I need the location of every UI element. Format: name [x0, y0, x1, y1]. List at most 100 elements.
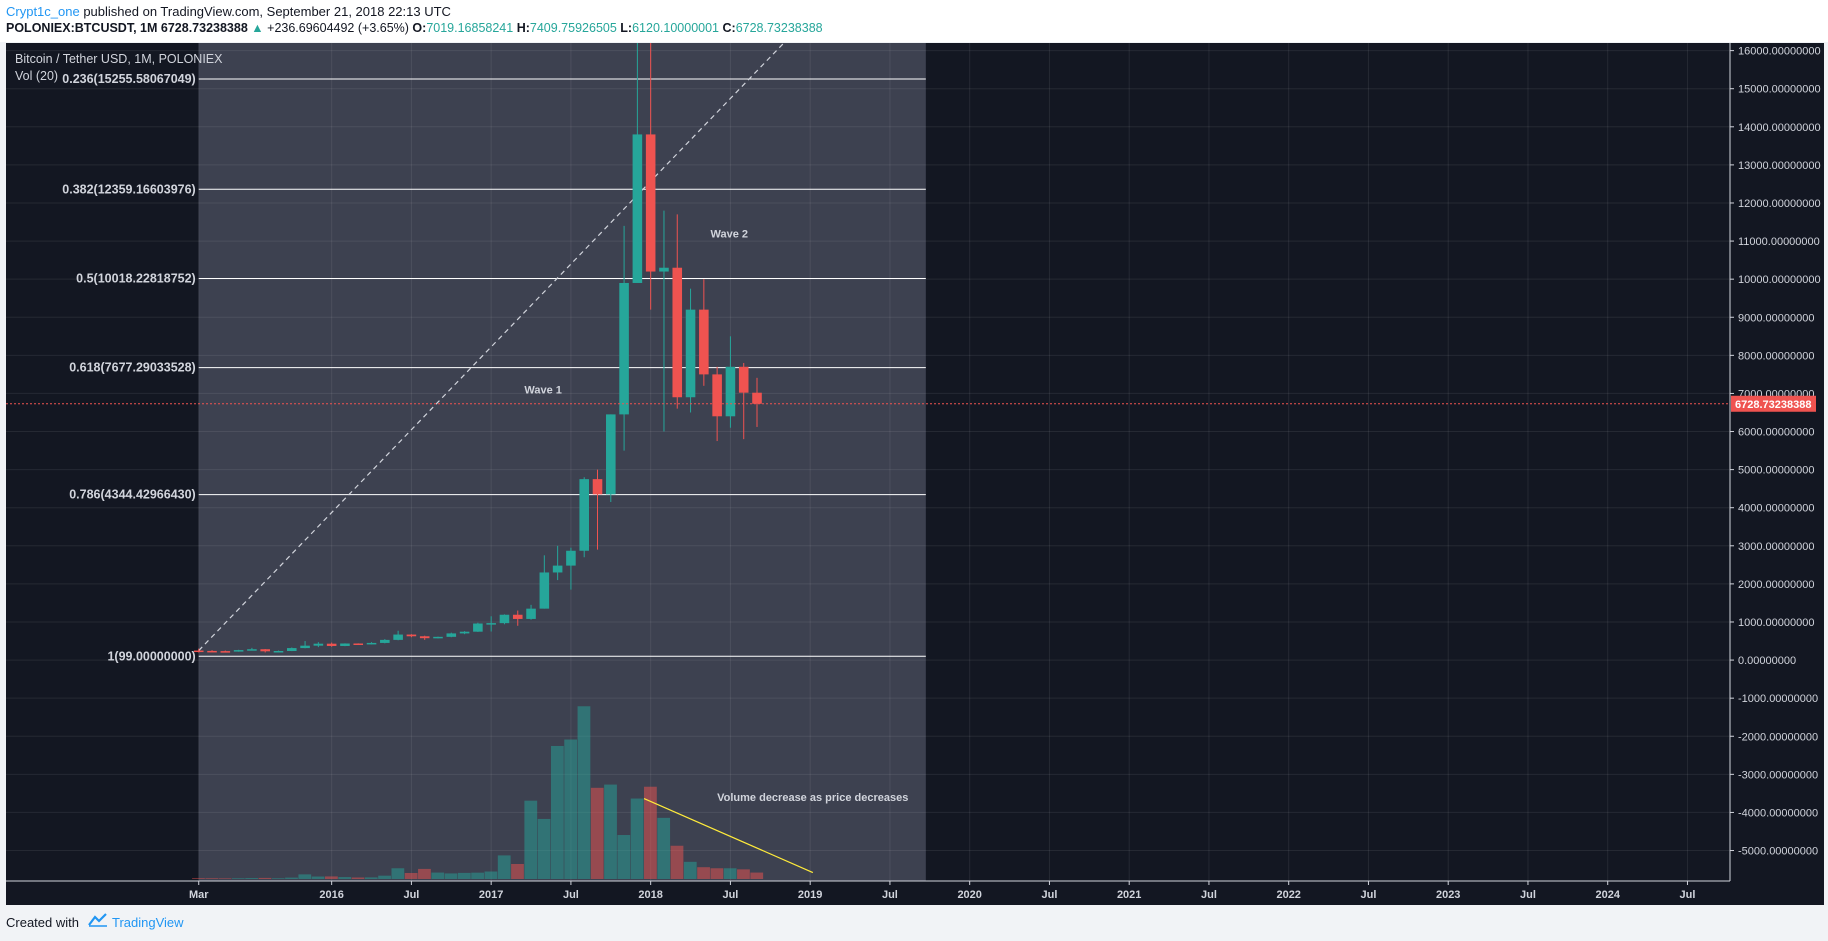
candle-body — [632, 134, 643, 283]
chart-annotation: Wave 2 — [710, 228, 748, 240]
candle-body — [459, 631, 470, 634]
volume-bar — [378, 875, 391, 879]
y-tick-label: -4000.00000000 — [1738, 807, 1818, 819]
fib-level-label: 1(99.00000000) — [107, 649, 195, 663]
volume-bar — [630, 798, 644, 879]
candle-body — [579, 479, 589, 551]
change-value: +236.69604492 (+3.65%) — [267, 21, 409, 35]
candle-body — [725, 366, 736, 417]
volume-bar — [750, 872, 764, 879]
candle-body — [499, 614, 510, 624]
candle-body — [712, 374, 722, 417]
fib-level-label: 0.618(7677.29033528) — [69, 361, 196, 375]
volume-bar — [471, 872, 484, 879]
x-axis-panel — [6, 882, 1730, 905]
author-link[interactable]: Crypt1c_one — [6, 4, 80, 19]
volume-bar — [404, 872, 418, 879]
y-tick-label: 12000.00000000 — [1738, 198, 1821, 210]
fib-range-shade — [198, 43, 926, 881]
y-tick-label: 8000.00000000 — [1738, 350, 1814, 362]
candle-body — [473, 623, 483, 632]
candle-body — [433, 636, 443, 639]
high-value: 7409.75926505 — [529, 21, 617, 35]
low-label: L: — [620, 21, 633, 35]
legend-volume: Vol (20) — [15, 69, 59, 83]
x-tick-label: Jul — [1520, 889, 1536, 901]
close-value: 6728.73238388 — [735, 21, 823, 35]
candle-body — [752, 392, 762, 404]
volume-bar — [497, 855, 511, 879]
volume-bar — [644, 786, 657, 879]
volume-bar — [697, 867, 710, 879]
y-tick-label: 15000.00000000 — [1738, 84, 1821, 96]
symbol-line: POLONIEX:BTCUSDT, 1M 6728.73238388 ▲ +23… — [6, 21, 823, 35]
candlestick-chart[interactable]: 0.236(15255.58067049) 0.382(12359.1660397… — [6, 43, 1824, 905]
close-label: C: — [722, 21, 736, 35]
open-value: 7019.16858241 — [426, 21, 514, 35]
candle-body — [393, 634, 403, 640]
y-axis-panel — [1731, 43, 1824, 905]
volume-bar — [285, 877, 298, 879]
volume-bar — [683, 861, 697, 879]
fib-level-label: 0.382(12359.16603976) — [62, 182, 195, 196]
volume-bar — [590, 787, 604, 879]
y-tick-label: 14000.00000000 — [1738, 122, 1821, 134]
candle-body — [247, 649, 257, 651]
y-tick-label: -5000.00000000 — [1738, 846, 1818, 858]
candle-body — [566, 550, 576, 566]
volume-bar — [484, 871, 498, 879]
x-tick-label: Jul — [882, 889, 898, 901]
x-tick-label: 2023 — [1436, 889, 1460, 901]
x-tick-label: 2017 — [479, 889, 503, 901]
y-tick-label: 5000.00000000 — [1738, 465, 1814, 477]
candle-body — [286, 648, 297, 652]
candle-body — [406, 634, 417, 637]
y-tick-label: 16000.00000000 — [1738, 46, 1821, 58]
candle-body — [193, 650, 204, 653]
y-tick-label: -1000.00000000 — [1738, 693, 1818, 705]
candle-body — [260, 649, 270, 652]
candle-body — [220, 651, 231, 653]
fib-level-label: 0.236(15255.58067049) — [62, 72, 195, 86]
volume-bar — [271, 878, 285, 879]
tradingview-brand-link[interactable]: TradingView — [112, 915, 184, 930]
candle-body — [672, 267, 683, 398]
y-tick-label: 1000.00000000 — [1738, 617, 1814, 629]
candle-body — [419, 636, 430, 639]
candle-body — [539, 572, 550, 609]
wave-trend-line — [198, 43, 785, 651]
x-tick-label: Jul — [403, 889, 419, 901]
volume-bar — [298, 874, 312, 879]
volume-bar — [338, 877, 352, 879]
y-tick-label: 4000.00000000 — [1738, 503, 1814, 515]
candle-body — [659, 267, 669, 272]
volume-bar — [258, 877, 272, 879]
candle-body — [273, 651, 284, 653]
candle-body — [645, 134, 656, 272]
volume-bar — [192, 878, 205, 879]
chart-area[interactable]: 0.236(15255.58067049) 0.382(12359.1660397… — [6, 43, 1824, 905]
volume-bar — [550, 745, 564, 879]
y-tick-label: -3000.00000000 — [1738, 769, 1818, 781]
published-text: published on TradingView.com, September … — [79, 4, 451, 19]
y-tick-label: 6000.00000000 — [1738, 427, 1814, 439]
volume-bar — [431, 872, 445, 879]
volume-bar — [564, 739, 578, 879]
high-label: H: — [516, 21, 530, 35]
volume-bar — [444, 873, 458, 879]
x-tick-label: 2018 — [638, 889, 662, 901]
volume-bar — [511, 863, 524, 879]
open-label: O: — [412, 21, 427, 35]
x-tick-label: 2021 — [1117, 889, 1141, 901]
candle-body — [552, 565, 563, 573]
footer: Created with TradingView — [0, 905, 1828, 941]
volume-bar — [710, 868, 724, 879]
candle-body — [606, 414, 616, 495]
created-with-text: Created with — [6, 915, 79, 930]
candle-body — [446, 633, 457, 637]
candle-body — [300, 645, 310, 649]
last-price: 6728.73238388 — [160, 21, 248, 35]
low-value: 6120.10000001 — [632, 21, 720, 35]
tradingview-logo-icon — [88, 913, 107, 927]
x-tick-label: 2024 — [1595, 889, 1620, 901]
